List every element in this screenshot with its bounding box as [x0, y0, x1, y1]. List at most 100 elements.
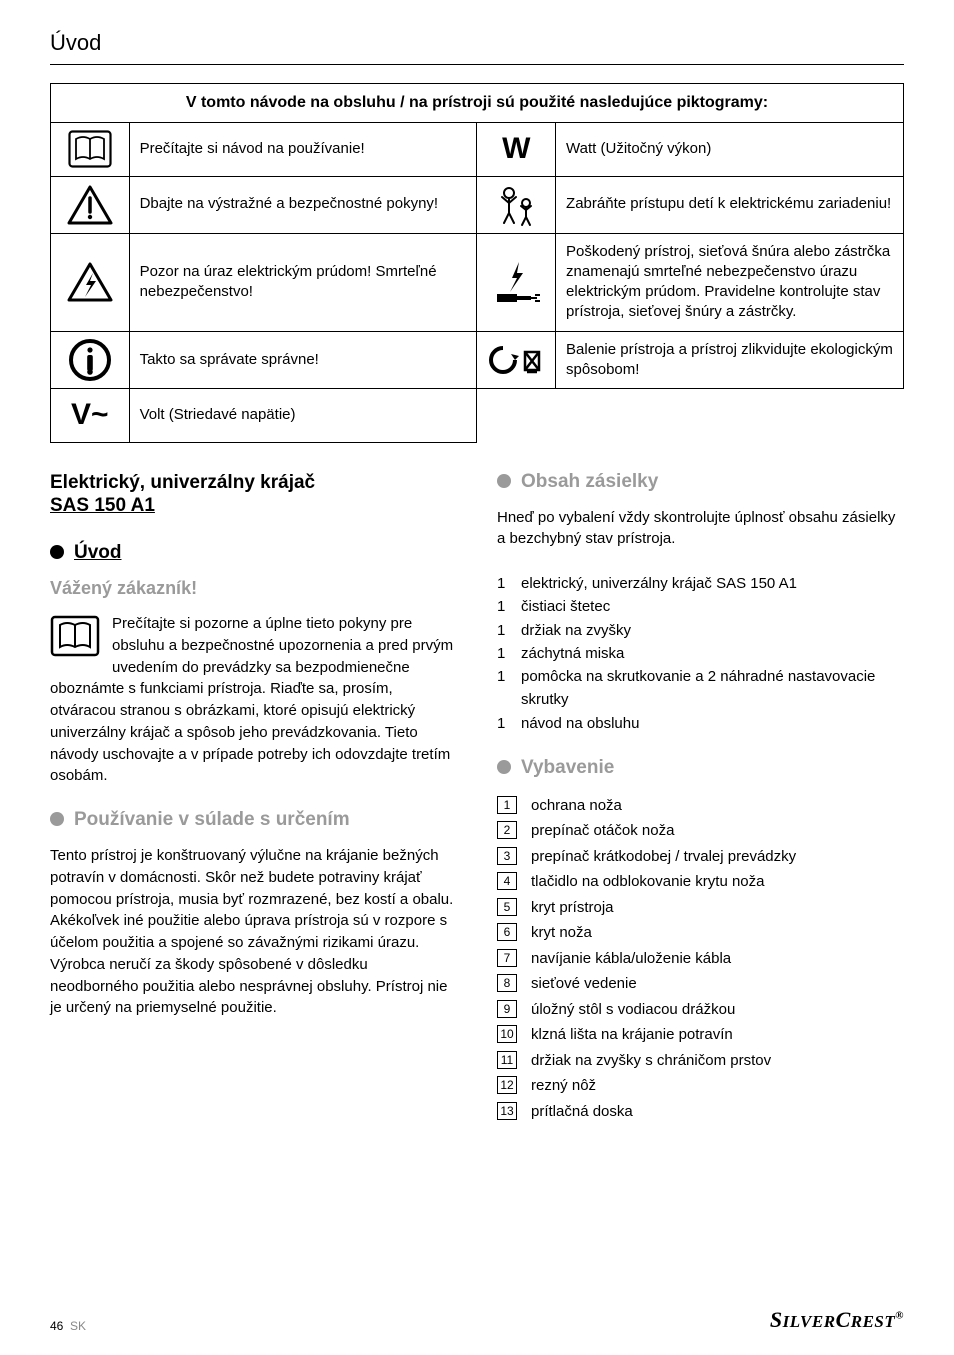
list-item: 1 ochrana noža: [497, 793, 904, 819]
table-row: Dbajte na výstražné a bezpečnostné pokyn…: [51, 176, 904, 233]
table-row: Pozor na úraz elektrickým prúdom! Smrteľ…: [51, 233, 904, 331]
item-text: prítlačná doska: [531, 1099, 633, 1125]
item-text: pomôcka na skrutkovanie a 2 náhradné nas…: [521, 665, 904, 712]
section-uvod: Úvod: [50, 542, 457, 564]
manual-icon: [50, 615, 100, 664]
item-text: rezný nôž: [531, 1073, 596, 1099]
item-count: 1: [497, 712, 521, 735]
title-rule: [50, 64, 904, 65]
item-number-box: 3: [497, 847, 517, 865]
footer-page: 46 SK: [50, 1319, 86, 1333]
list-item: 7 navíjanie kábla/uloženie kábla: [497, 946, 904, 972]
list-item: 2 prepínač otáčok noža: [497, 818, 904, 844]
list-item: 1záchytná miska: [497, 642, 904, 665]
section-equipment-text: Vybavenie: [521, 757, 614, 778]
footer-lang: SK: [70, 1319, 86, 1333]
pictogram-icon: [477, 176, 556, 233]
pictogram-icon: V~: [51, 389, 130, 443]
item-count: 1: [497, 595, 521, 618]
item-count: 1: [497, 619, 521, 642]
list-item: 1držiak na zvyšky: [497, 619, 904, 642]
section-contents: Obsah zásielky: [497, 471, 904, 493]
bullet-icon: [497, 760, 511, 774]
item-text: návod na obsluhu: [521, 712, 639, 735]
subheading-customer: Vážený zákazník!: [50, 578, 457, 599]
item-count: 1: [497, 572, 521, 595]
registered-icon: ®: [895, 1310, 904, 1322]
section-contents-text: Obsah zásielky: [521, 471, 658, 492]
item-number-box: 12: [497, 1076, 517, 1094]
page-footer: 46 SK SILVERCREST®: [50, 1307, 904, 1333]
item-number-box: 7: [497, 949, 517, 967]
pictogram-icon: W: [477, 123, 556, 177]
item-text: klzná lišta na krájanie potravín: [531, 1022, 733, 1048]
list-item: 4tlačidlo na odblokovanie krytu noža: [497, 869, 904, 895]
intro-paragraph: Prečítajte si pozorne a úplne tieto poky…: [50, 613, 457, 787]
list-item: 11držiak na zvyšky s chráničom prstov: [497, 1048, 904, 1074]
footer-brand: SILVERCREST®: [770, 1307, 904, 1333]
item-text: prepínač krátkodobej / trvalej prevádzky: [531, 844, 796, 870]
list-item: 1elektrický, univerzálny krájač SAS 150 …: [497, 572, 904, 595]
item-number-box: 8: [497, 974, 517, 992]
pictogram-icon: [51, 331, 130, 389]
page-title: Úvod: [50, 30, 904, 56]
contents-list: 1elektrický, univerzálny krájač SAS 150 …: [497, 572, 904, 735]
item-text: ochrana noža: [531, 793, 622, 819]
bullet-icon: [50, 812, 64, 826]
list-item: 1pomôcka na skrutkovanie a 2 náhradné na…: [497, 665, 904, 712]
brand-silver: SILVERCREST: [770, 1307, 895, 1332]
item-number-box: 11: [497, 1051, 517, 1069]
pictogram-text: Takto sa správate správne!: [129, 331, 477, 389]
list-item: 3 prepínač krátkodobej / trvalej prevádzk…: [497, 844, 904, 870]
bullet-icon: [50, 545, 64, 559]
item-count: 1: [497, 665, 521, 712]
item-text: tlačidlo na odblokovanie krytu noža: [531, 869, 764, 895]
section-uvod-text: Úvod: [74, 542, 122, 563]
contents-paragraph: Hneď po vybalení vždy skontrolujte úplno…: [497, 507, 904, 551]
main-heading-line1: Elektrický, univerzálny krájač: [50, 472, 315, 493]
item-number-box: 2: [497, 821, 517, 839]
pictogram-text: Poškodený prístroj, sieťová šnúra alebo …: [556, 233, 904, 331]
list-item: 12 rezný nôž: [497, 1073, 904, 1099]
pictogram-icon: [51, 176, 130, 233]
list-item: 1návod na obsluhu: [497, 712, 904, 735]
item-text: navíjanie kábla/uloženie kábla: [531, 946, 731, 972]
table-row: Prečítajte si návod na používanie!WWatt …: [51, 123, 904, 177]
pictogram-text: Zabráňte prístupu detí k elektrickému za…: [556, 176, 904, 233]
list-item: 10 klzná lišta na krájanie potravín: [497, 1022, 904, 1048]
item-number-box: 1: [497, 796, 517, 814]
table-header: V tomto návode na obsluhu / na prístroji…: [51, 84, 904, 123]
item-text: elektrický, univerzálny krájač SAS 150 A…: [521, 572, 797, 595]
item-text: sieťové vedenie: [531, 971, 637, 997]
pictogram-text: Pozor na úraz elektrickým prúdom! Smrteľ…: [129, 233, 477, 331]
section-usage: Používanie v súlade s určením: [50, 809, 457, 831]
list-item: 8 sieťové vedenie: [497, 971, 904, 997]
main-heading: Elektrický, univerzálny krájač SAS 150 A…: [50, 471, 457, 519]
main-heading-line2: SAS 150 A1: [50, 495, 155, 516]
item-number-box: 9: [497, 1000, 517, 1018]
pictogram-text: Prečítajte si návod na používanie!: [129, 123, 477, 177]
item-text: záchytná miska: [521, 642, 624, 665]
item-number-box: 6: [497, 923, 517, 941]
pictogram-table: V tomto návode na obsluhu / na prístroji…: [50, 83, 904, 443]
left-column: Elektrický, univerzálny krájač SAS 150 A…: [50, 471, 457, 1125]
bullet-icon: [497, 474, 511, 488]
pictogram-text: Watt (Užitočný výkon): [556, 123, 904, 177]
item-text: úložný stôl s vodiacou drážkou: [531, 997, 735, 1023]
content-columns: Elektrický, univerzálny krájač SAS 150 A…: [50, 471, 904, 1125]
item-text: prepínač otáčok noža: [531, 818, 674, 844]
item-text: čistiaci štetec: [521, 595, 610, 618]
item-text: kryt noža: [531, 920, 592, 946]
list-item: 13 prítlačná doska: [497, 1099, 904, 1125]
pictogram-text: Volt (Striedavé napätie): [129, 389, 477, 443]
item-number-box: 10: [497, 1025, 517, 1043]
item-number-box: 13: [497, 1102, 517, 1120]
item-count: 1: [497, 642, 521, 665]
page-number: 46: [50, 1319, 63, 1333]
equipment-list: 1 ochrana noža 2 prepínač otáčok noža 3 prepí…: [497, 793, 904, 1125]
list-item: 6 kryt noža: [497, 920, 904, 946]
section-equipment: Vybavenie: [497, 757, 904, 779]
item-text: držiak na zvyšky: [521, 619, 631, 642]
pictogram-text: Balenie prístroja a prístroj zlikvidujte…: [556, 331, 904, 389]
pictogram-icon: [477, 233, 556, 331]
